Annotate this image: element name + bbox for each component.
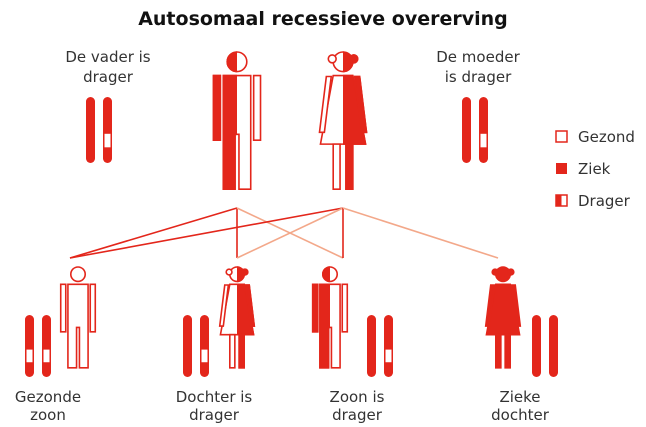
child-label: Zieke	[499, 388, 540, 406]
chromosome-band	[368, 349, 375, 363]
pigtail	[350, 55, 358, 63]
body	[505, 335, 510, 368]
person	[486, 267, 521, 368]
chromosome	[103, 97, 112, 163]
chromosome-band	[480, 133, 487, 148]
child-label: Zoon is	[330, 388, 385, 406]
chromosome-band	[87, 133, 94, 148]
body	[496, 335, 501, 368]
parent-label: De vader is	[65, 48, 150, 66]
body	[342, 284, 347, 332]
chromosome	[479, 97, 488, 163]
legend: Gezond Ziek Drager	[556, 128, 635, 210]
person-part	[61, 267, 96, 368]
legend-label: Ziek	[578, 160, 611, 178]
chromosome	[462, 97, 471, 163]
pigtail	[328, 55, 336, 63]
legend-label: Drager	[578, 192, 631, 210]
body	[213, 76, 220, 141]
parent-label: De moeder	[436, 48, 520, 66]
person-part	[486, 267, 521, 368]
chromosome-band	[104, 133, 111, 148]
legend-label: Gezond	[578, 128, 635, 146]
inheritance-line	[70, 208, 343, 258]
body	[230, 335, 235, 368]
chromosome-band	[26, 349, 33, 363]
chromosome	[42, 315, 51, 377]
child-label: Dochter is	[176, 388, 253, 406]
child-label: zoon	[30, 406, 66, 424]
inheritance-line	[70, 208, 237, 258]
chromosome	[367, 315, 376, 377]
person	[213, 52, 260, 189]
person	[319, 52, 366, 189]
person	[61, 267, 96, 368]
pigtail	[226, 269, 232, 275]
chromosome-band	[385, 349, 392, 363]
body	[254, 76, 261, 141]
body	[346, 144, 353, 189]
parent-label: is drager	[445, 68, 512, 86]
person	[220, 267, 255, 368]
child-label: drager	[189, 406, 240, 424]
body	[239, 335, 244, 368]
inheritance-line	[343, 208, 498, 258]
child-label: drager	[332, 406, 383, 424]
chromosome	[549, 315, 558, 377]
legend-swatch	[556, 131, 567, 142]
chromosome-band	[533, 349, 540, 363]
child-label: Gezonde	[15, 388, 81, 406]
chromosome-band	[550, 349, 557, 363]
body	[61, 284, 66, 332]
pigtail	[508, 269, 514, 275]
chromosome	[384, 315, 393, 377]
body	[90, 284, 95, 332]
child-label: dochter	[491, 406, 550, 424]
pigtail	[492, 269, 498, 275]
pigtail	[242, 269, 248, 275]
chromosome	[183, 315, 192, 377]
chromosome	[86, 97, 95, 163]
chromosome	[532, 315, 541, 377]
head	[71, 267, 85, 281]
legend-swatch	[556, 195, 562, 206]
chromosome-band	[463, 133, 470, 148]
body	[333, 144, 340, 189]
diagram: Autosomaal recessieve overerving De vade…	[0, 0, 646, 427]
body	[313, 284, 318, 332]
chromosome	[25, 315, 34, 377]
chromosome-band	[43, 349, 50, 363]
chromosome	[200, 315, 209, 377]
parent-label: drager	[83, 68, 134, 86]
chromosome-band	[201, 349, 208, 363]
chromosome-band	[184, 349, 191, 363]
title: Autosomaal recessieve overerving	[138, 8, 508, 30]
person	[313, 267, 348, 368]
body	[68, 284, 88, 368]
legend-swatch	[556, 163, 567, 174]
